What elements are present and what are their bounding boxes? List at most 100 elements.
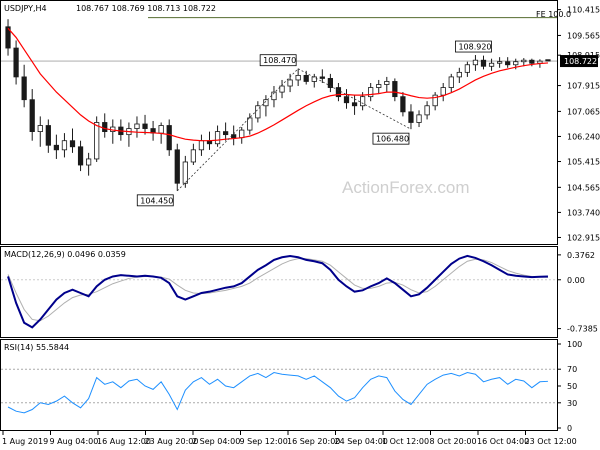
candle-body xyxy=(432,94,438,107)
price-callout-box xyxy=(259,54,297,67)
price-ytick-label: 105.415 xyxy=(567,158,600,167)
x-tick-label: 23 Oct 12:00 xyxy=(525,437,577,446)
price-ytick-label: 109.565 xyxy=(567,31,600,40)
candle-body xyxy=(360,96,366,107)
candle-body xyxy=(303,74,309,82)
candle-body xyxy=(214,131,221,145)
candle-body xyxy=(86,158,92,166)
x-tick-label: 9 Sep 12:00 xyxy=(240,437,288,446)
macd-title: MACD(12,26,9) 0.0496 0.0359 xyxy=(4,250,126,259)
candle-body xyxy=(13,47,19,78)
price-callout-label: 106.480 xyxy=(376,135,409,144)
price-panel-frame xyxy=(0,0,558,245)
x-tick-label: 9 Aug 04:00 xyxy=(50,437,99,446)
candle-body xyxy=(448,76,454,88)
x-tick-label: 23 Aug 20:00 xyxy=(145,437,199,446)
candle-body xyxy=(513,61,519,66)
candle-body xyxy=(45,125,51,146)
x-tick-label: 1 Aug 2019 xyxy=(2,437,48,446)
price-ytick-label: 107.915 xyxy=(567,82,600,91)
candle-body xyxy=(392,81,398,98)
price-callout-box xyxy=(372,132,410,145)
header-ohlc: 108.767 108.769 108.713 108.722 xyxy=(76,4,216,13)
rsi-ytick-label: 100 xyxy=(567,340,582,349)
candle-body xyxy=(440,87,446,96)
price-ytick-label: 102.915 xyxy=(567,233,600,242)
price-callout-box xyxy=(455,40,492,53)
trend-line-1 xyxy=(176,68,299,192)
candle-body xyxy=(239,129,245,139)
rsi-ytick-label: 30 xyxy=(567,399,577,408)
candle-body xyxy=(5,26,11,49)
candle-body xyxy=(53,144,59,151)
candle-body xyxy=(327,78,333,88)
macd-panel-frame xyxy=(0,246,558,338)
candle-body xyxy=(102,122,108,132)
rsi-ytick-label: 50 xyxy=(567,382,577,391)
macd-line xyxy=(7,254,549,329)
candle-body xyxy=(295,74,301,81)
candle-body xyxy=(94,122,100,160)
x-tick-label: 8 Oct 20:00 xyxy=(430,437,477,446)
rsi-ytick-label: 70 xyxy=(567,365,577,374)
price-ytick-label: 110.415 xyxy=(567,6,600,15)
candle-body xyxy=(335,87,342,98)
candle-body xyxy=(69,140,76,148)
candle-body xyxy=(497,61,503,64)
candle-body xyxy=(368,87,374,98)
x-tick-label: 16 Aug 12:00 xyxy=(97,437,151,446)
candle-body xyxy=(279,85,285,93)
header-symbol: USDJPY,H4 xyxy=(4,4,47,13)
candle-body xyxy=(529,59,535,64)
x-tick-label: 16 Sep 20:00 xyxy=(287,437,340,446)
candle-body xyxy=(408,111,414,123)
price-callout-box xyxy=(136,194,174,207)
candle-body xyxy=(464,64,470,73)
candle-body xyxy=(255,105,261,119)
candle-body xyxy=(29,99,35,132)
current-price-tag xyxy=(560,55,598,68)
candle-body xyxy=(376,84,382,88)
candle-body xyxy=(488,62,495,67)
price-callout-label: 108.920 xyxy=(458,43,491,52)
candle-body xyxy=(231,134,237,139)
macd-ytick-label: 0.3762 xyxy=(567,251,595,260)
candle-body xyxy=(505,61,511,66)
candle-body xyxy=(343,96,350,104)
candle-body xyxy=(142,123,148,129)
candle-body xyxy=(351,102,358,107)
x-tick-label: 2 Sep 04:00 xyxy=(192,437,240,446)
candle-body xyxy=(319,76,325,79)
rsi-ytick-label: 0 xyxy=(567,424,572,433)
current-price-label: 108.722 xyxy=(564,57,597,66)
rsi-panel-frame xyxy=(0,339,558,431)
rsi-title: RSI(14) 55.5844 xyxy=(4,343,69,352)
trend-line-2 xyxy=(297,68,412,130)
candle-body xyxy=(37,125,43,132)
candle-body xyxy=(456,71,462,78)
candle-body xyxy=(416,114,422,123)
macd-ytick-label: -0.7385 xyxy=(567,325,598,334)
candle-body xyxy=(77,146,84,166)
candle-body xyxy=(134,123,140,129)
candle-body xyxy=(472,59,479,66)
candle-body xyxy=(521,59,527,63)
price-ytick-label: 107.065 xyxy=(567,107,600,116)
candle-body xyxy=(223,131,229,136)
candle-body xyxy=(21,76,27,101)
price-ytick-label: 103.740 xyxy=(567,208,600,217)
candle-body xyxy=(424,105,430,116)
candle-body xyxy=(158,125,164,134)
x-tick-label: 16 Oct 04:00 xyxy=(477,437,529,446)
x-tick-label: 24 Sep 04:00 xyxy=(335,437,388,446)
candle-body xyxy=(174,149,180,184)
candle-body xyxy=(182,161,188,184)
candle-body xyxy=(311,76,317,82)
candle-body xyxy=(247,117,253,131)
candle-body xyxy=(384,81,390,85)
candle-body xyxy=(400,96,406,113)
candle-body xyxy=(61,140,68,151)
x-tick-label: 1 Oct 12:00 xyxy=(382,437,429,446)
